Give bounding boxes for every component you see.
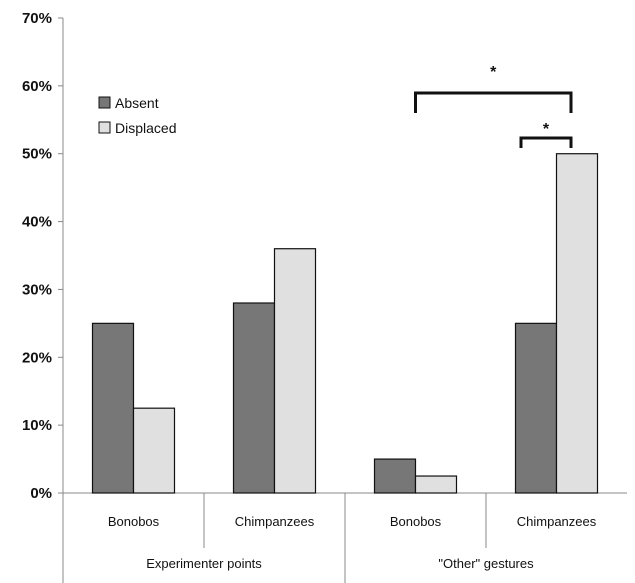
y-tick-label: 10% (22, 417, 52, 434)
category-label: Chimpanzees (517, 514, 597, 529)
group-label: "Other" gestures (438, 556, 534, 571)
bar-displaced-3 (555, 153, 599, 494)
y-tick-label: 60% (22, 78, 52, 95)
y-tick-label: 0% (30, 485, 52, 502)
significance-bracket (414, 91, 573, 113)
bar-displaced-1 (273, 248, 317, 494)
significance-bracket (519, 136, 573, 148)
significance-marker: * (490, 64, 497, 81)
significance-marker: * (543, 121, 550, 138)
bar-absent-0 (91, 322, 135, 494)
bar-displaced-2 (414, 475, 458, 494)
legend: Absent Displaced (98, 95, 176, 136)
legend-label: Absent (115, 95, 159, 111)
bar-displaced-0 (132, 407, 176, 494)
y-tick-label: 50% (22, 146, 52, 163)
bar-absent-2 (373, 458, 417, 494)
legend-swatch (98, 121, 111, 134)
category-label: Bonobos (390, 514, 442, 529)
category-label: Chimpanzees (235, 514, 315, 529)
bars (91, 153, 599, 494)
category-label: Bonobos (108, 514, 160, 529)
y-ticks: 0% 10% 20% 30% 40% 50% 60% 70% (22, 10, 63, 502)
bar-absent-1 (232, 302, 276, 494)
y-tick-label: 20% (22, 349, 52, 366)
y-tick-label: 30% (22, 281, 52, 298)
y-tick-label: 40% (22, 214, 52, 231)
bar-absent-3 (514, 322, 558, 494)
legend-label: Displaced (115, 120, 176, 136)
annotations: ** (414, 64, 573, 148)
y-tick-label: 70% (22, 10, 52, 27)
group-label: Experimenter points (146, 556, 262, 571)
legend-swatch (98, 96, 111, 109)
category-labels: Bonobos Chimpanzees Bonobos Chimpanzees Expe… (108, 514, 597, 571)
